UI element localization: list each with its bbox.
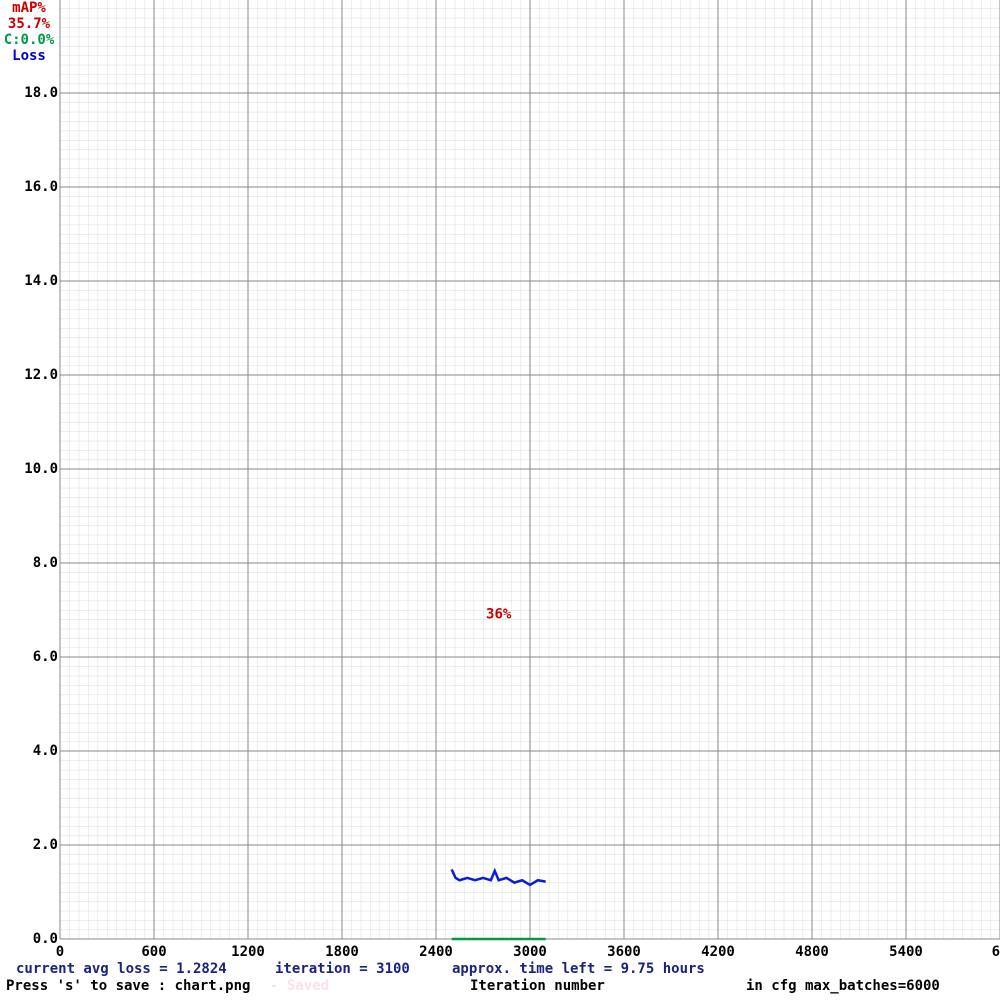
y-tick-label: 0.0 (33, 931, 58, 947)
y-tick-label: 2.0 (33, 837, 58, 853)
x-tick-label: 3000 (513, 944, 547, 960)
saved-note: - Saved (270, 978, 329, 994)
y-tick-label: 8.0 (33, 555, 58, 571)
legend-entry: C:0.0% (4, 32, 55, 48)
y-tick-label: 4.0 (33, 743, 58, 759)
x-tick-label: 600 (141, 944, 166, 960)
legend-entry: Loss (12, 48, 46, 64)
y-tick-label: 10.0 (24, 461, 58, 477)
x-tick-label: 3600 (607, 944, 641, 960)
x-tick-label: 60 (992, 944, 1000, 960)
y-tick-label: 6.0 (33, 649, 58, 665)
status-loss: current avg loss = 1.2824 (16, 961, 227, 977)
x-tick-label: 1200 (231, 944, 265, 960)
series-line (450, 867, 546, 887)
x-tick-label: 1800 (325, 944, 359, 960)
y-tick-label: 16.0 (24, 179, 58, 195)
y-tick-label: 12.0 (24, 367, 58, 383)
legend-entry: mAP% (12, 0, 46, 16)
status-iteration: iteration = 3100 (275, 961, 410, 977)
map-label: 36% (486, 607, 512, 623)
y-tick-label: 18.0 (24, 85, 58, 101)
x-tick-label: 5400 (889, 944, 923, 960)
x-tick-label: 0 (56, 944, 64, 960)
y-tick-label: 14.0 (24, 273, 58, 289)
x-tick-label: 4800 (795, 944, 829, 960)
save-hint: Press 's' to save : chart.png (6, 978, 250, 994)
x-tick-label: 4200 (701, 944, 735, 960)
x-tick-label: 2400 (419, 944, 453, 960)
legend-entry: 35.7% (8, 16, 51, 32)
status-time-left: approx. time left = 9.75 hours (452, 961, 705, 977)
x-axis-label: Iteration number (470, 978, 605, 994)
max-batches: in cfg max_batches=6000 (746, 978, 940, 994)
